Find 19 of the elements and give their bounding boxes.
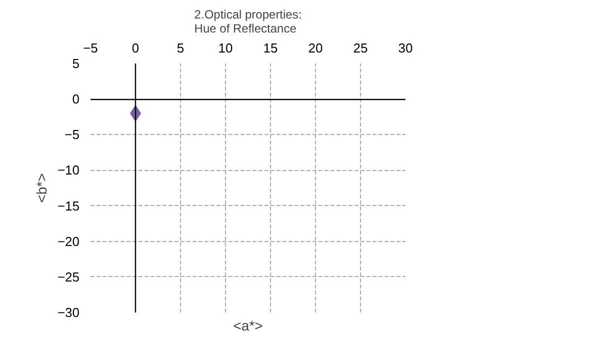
y-tick-label: 5	[72, 56, 80, 71]
x-tick-label: 30	[398, 40, 413, 56]
y-tick-label: −25	[57, 269, 80, 284]
y-tick-label: −20	[57, 234, 80, 249]
y-axis-title: <b*>	[33, 173, 50, 203]
x-tick-label: −5	[83, 40, 98, 56]
x-tick-label: 20	[308, 40, 323, 56]
x-tick-label: 5	[176, 40, 184, 56]
chart-title: 2.Optical properties: Hue of Reflectance	[194, 8, 302, 36]
y-tick-label: −5	[64, 127, 80, 142]
y-tick-label: −15	[57, 198, 80, 214]
y-tick-label: −30	[57, 305, 80, 320]
x-tick-label: 15	[263, 40, 278, 56]
x-tick-label: 0	[132, 40, 140, 56]
y-tick-label: −10	[57, 162, 80, 178]
x-tick-label: 10	[218, 40, 233, 56]
x-tick-label: 25	[353, 40, 368, 56]
y-tick-label: 0	[72, 92, 80, 107]
x-axis-title: <a*>	[233, 318, 263, 334]
